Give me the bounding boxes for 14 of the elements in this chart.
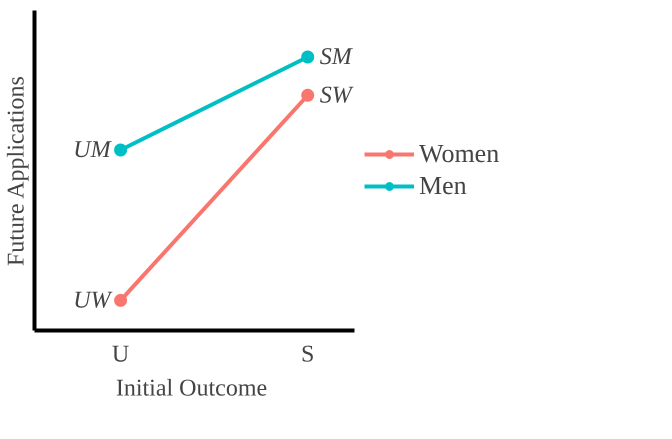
x-axis-title: Initial Outcome [116,376,268,402]
annotation: UW [73,287,113,314]
legend-label: Women [419,139,500,169]
y-axis-title: Future Applications [4,76,30,266]
legend-label: Men [419,171,468,201]
annotation: SW [320,82,354,108]
annotation: SM [320,44,354,70]
x-tick-label: S [301,342,314,368]
point [114,144,128,156]
point [301,88,314,102]
point [114,294,128,307]
x-tick-label: U [112,342,130,368]
annotation: UM [73,136,113,163]
point [301,50,314,64]
